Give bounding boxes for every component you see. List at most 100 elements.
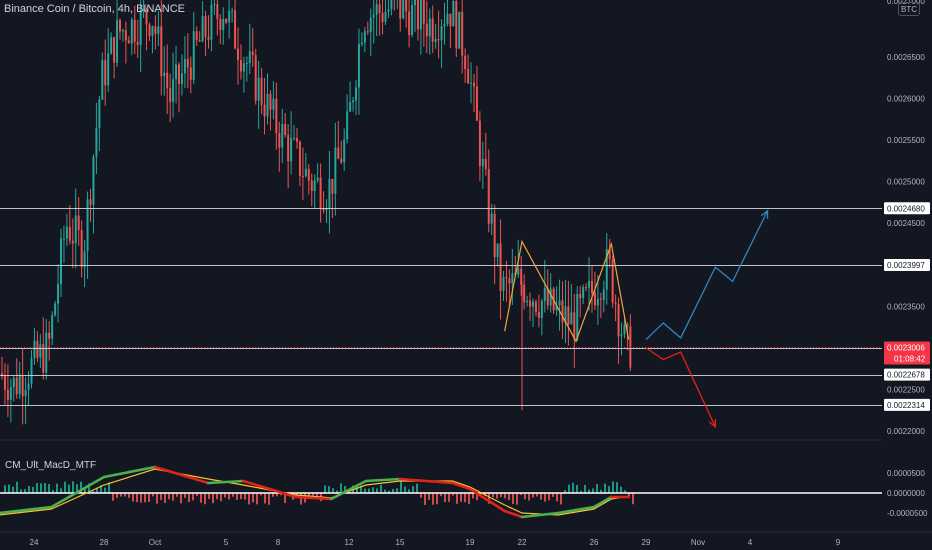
candle-body [576, 293, 579, 340]
candle-body [237, 48, 239, 61]
candle-body [57, 284, 60, 304]
candle-body [104, 60, 107, 86]
macd-histogram-bar [504, 493, 506, 499]
candle-body [319, 177, 322, 210]
price-axis: 0.0026500 0.0026000 0.0025500 0.0025000 0.00… [884, 0, 930, 436]
candle-body [275, 98, 278, 134]
macd-histogram-bar [376, 488, 378, 493]
candle-body [452, 1, 455, 27]
macd-histogram-bar [196, 493, 198, 496]
macd-histogram-bar [588, 489, 590, 493]
candle-body [281, 124, 284, 148]
macd-histogram-bar [380, 484, 382, 493]
candle-body [440, 26, 443, 41]
macd-histogram-bar [144, 493, 146, 503]
macd-histogram-bar [324, 485, 326, 493]
macd-histogram-bar [124, 493, 126, 497]
candle-body [110, 37, 113, 54]
macd-line-segment [592, 495, 613, 509]
candle-body [564, 306, 567, 323]
macd-histogram-bar [584, 484, 586, 493]
projection-down-arrowhead [708, 418, 717, 429]
candle-body [346, 111, 349, 140]
candle-body [6, 389, 9, 400]
macd-histogram-bar [72, 481, 74, 493]
candle-body [614, 302, 617, 305]
candle-body [505, 276, 508, 279]
candle-body [284, 124, 287, 136]
macd-histogram-bar [136, 493, 138, 503]
candle-body [136, 41, 139, 45]
macd-histogram-bar [388, 490, 390, 493]
candle-body [337, 147, 340, 159]
candle-body [27, 383, 30, 390]
candle-body [487, 169, 490, 224]
macd-histogram-bar [112, 493, 114, 501]
candle-body [626, 324, 629, 327]
macd-histogram-bar [576, 484, 578, 493]
candle-body [384, 11, 387, 22]
candle-body [60, 238, 62, 285]
macd-histogram-bar [416, 483, 418, 493]
candle-body [18, 375, 21, 394]
macd-histogram-bar [532, 493, 534, 498]
macd-histogram-bar [116, 493, 118, 498]
candle-body [260, 77, 263, 105]
macd-histogram-bar [536, 493, 538, 497]
macd-histogram-bar [456, 493, 458, 504]
projection-up-arrowhead [760, 209, 769, 219]
macd-histogram-bar [632, 493, 634, 505]
macd-histogram-bar [268, 493, 270, 505]
macd-histogram-bar [472, 493, 474, 499]
macd-line-segment [102, 465, 157, 479]
candle-body [499, 243, 502, 291]
price-tick-label-partial: 0.0027000 [887, 0, 925, 6]
candle-body [242, 63, 245, 72]
candle-body [478, 120, 481, 167]
macd-histogram-bar [328, 486, 330, 493]
candle-body [475, 86, 478, 121]
macd-histogram-bar [444, 493, 446, 503]
candle-body [532, 301, 534, 307]
macd-pane: 0.0000500 0.0000000 -0.0000500 [0, 465, 928, 519]
macd-histogram-bar [260, 493, 262, 496]
candle-body [272, 98, 275, 110]
candle-body [163, 72, 166, 77]
level-price-text: 0.0022314 [887, 401, 925, 410]
time-tick-label: Oct [149, 538, 162, 547]
macd-histogram-bar [40, 483, 42, 493]
candle-body [573, 312, 576, 340]
price-tick-label: 0.0025500 [887, 136, 925, 145]
macd-histogram-bar [284, 493, 286, 503]
candle-body [340, 158, 343, 163]
candle-body [343, 139, 346, 163]
candle-body [80, 229, 83, 268]
projection-up-path [645, 210, 769, 341]
macd-histogram-bar [372, 487, 374, 493]
macd-histogram-bar [412, 486, 414, 493]
indicator-title[interactable]: CM_Ult_MacD_MTF [5, 460, 97, 471]
macd-histogram-bar [440, 493, 442, 497]
macd-histogram-bar [572, 482, 574, 493]
currency-badge[interactable]: BTC [898, 2, 920, 16]
candle-body [588, 280, 591, 288]
candle-body [431, 18, 434, 42]
macd-histogram-bar [548, 493, 550, 501]
macd-histogram-bar [592, 488, 594, 493]
candle-body [372, 14, 375, 18]
level-price-badge [884, 398, 930, 411]
time-tick-label: 15 [396, 538, 405, 547]
macd-line-segment [556, 505, 596, 515]
candle-body [45, 332, 48, 373]
macd-histogram-bar [160, 493, 162, 501]
macd-histogram-bar [432, 493, 434, 505]
candle-body [77, 215, 80, 230]
candle-body [95, 128, 98, 157]
indicator-tick-label: 0.0000000 [887, 489, 925, 498]
macd-histogram-bar [520, 493, 522, 496]
candle-body [599, 298, 602, 300]
time-tick-label: 5 [224, 538, 229, 547]
macd-histogram-bar [240, 493, 242, 500]
double-top-pattern [504, 239, 630, 343]
